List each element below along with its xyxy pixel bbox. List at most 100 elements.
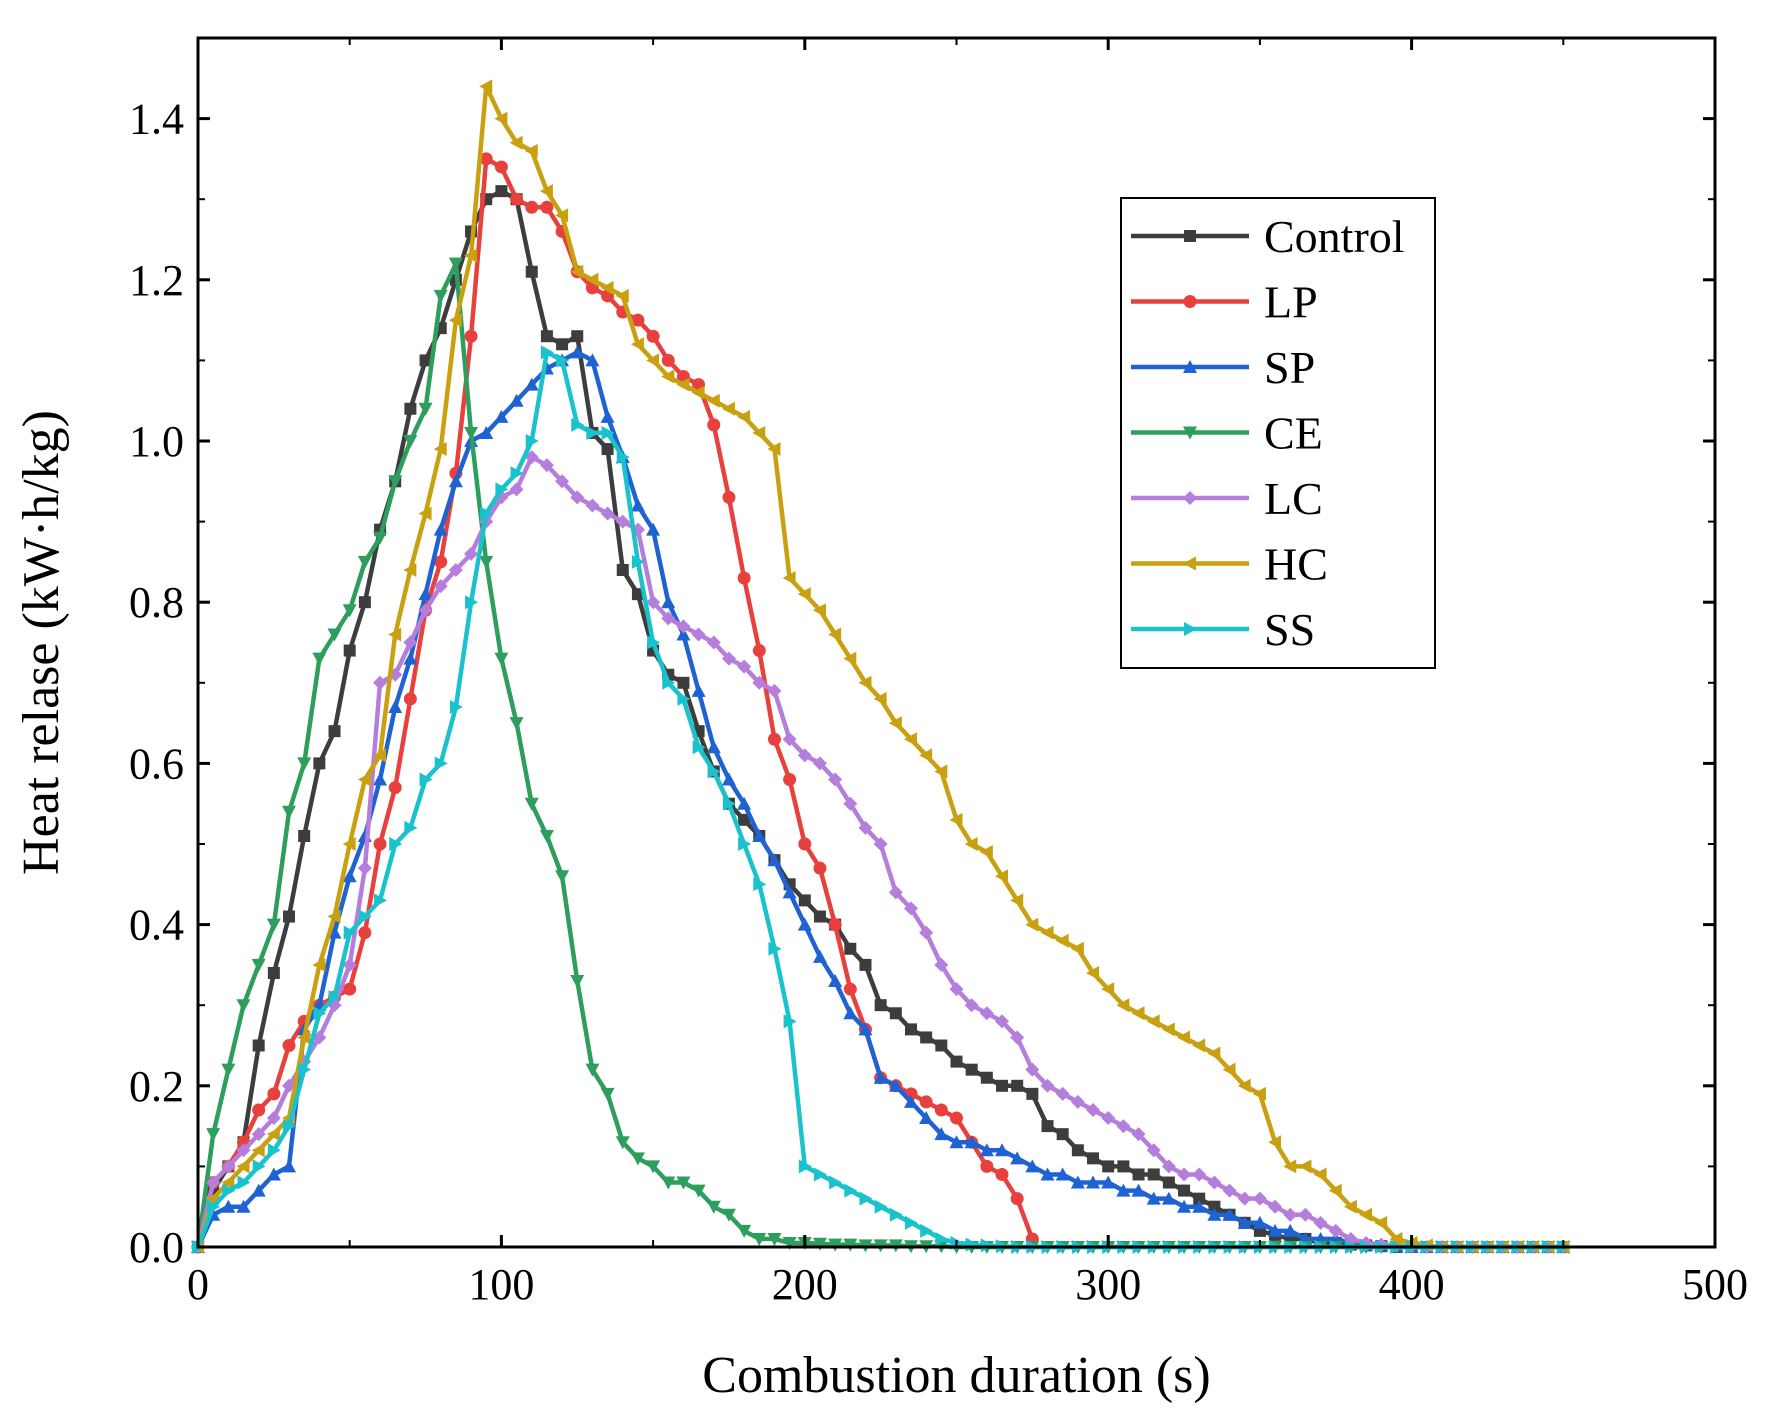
- data-point-ss: [343, 925, 357, 940]
- data-point-lp: [494, 160, 508, 174]
- data-point-sp: [964, 1135, 979, 1149]
- data-point-ss: [313, 1006, 327, 1021]
- data-point-hc: [661, 369, 675, 384]
- data-point-ss: [859, 1191, 873, 1206]
- data-point-hc: [236, 1159, 250, 1174]
- data-point-sp: [782, 885, 797, 899]
- data-point-lp: [631, 313, 645, 327]
- data-point-ss: [874, 1199, 888, 1214]
- data-point-ce: [433, 289, 448, 303]
- data-point-lp: [661, 353, 675, 367]
- data-point-control: [343, 644, 356, 657]
- data-point-hc: [752, 425, 766, 440]
- data-point-sp: [995, 1143, 1010, 1157]
- data-point-sp: [266, 1167, 281, 1181]
- legend-item-lp: LP: [1131, 277, 1318, 328]
- data-point-ce: [570, 975, 585, 989]
- data-point-ss: [480, 506, 494, 521]
- data-point-lp: [1010, 1192, 1024, 1206]
- data-point-sp: [494, 409, 509, 423]
- data-point-hc: [418, 506, 432, 521]
- data-point-lc: [1146, 1143, 1161, 1158]
- data-point-ss: [389, 837, 403, 851]
- data-point-hc: [797, 587, 811, 602]
- data-point-sp: [843, 1006, 858, 1020]
- data-point-lc: [1222, 1183, 1237, 1198]
- data-point-control: [358, 596, 371, 609]
- data-point-control: [525, 265, 538, 278]
- data-point-ce: [752, 1232, 767, 1246]
- data-point-sp: [1070, 1175, 1085, 1189]
- data-point-control: [859, 958, 872, 971]
- data-point-sp: [509, 393, 524, 407]
- data-point-sp: [706, 740, 721, 754]
- data-point-ce: [509, 717, 524, 731]
- data-point-control: [313, 757, 326, 770]
- data-point-lc: [843, 796, 858, 811]
- data-point-lc: [206, 1175, 221, 1190]
- data-point-lc: [236, 1143, 251, 1158]
- data-point-ss: [889, 1207, 903, 1222]
- data-point-hc: [1343, 1199, 1357, 1214]
- data-point-lc: [661, 611, 676, 626]
- data-point-hc: [403, 562, 417, 577]
- data-point-hc: [1086, 965, 1100, 980]
- data-point-lc: [1070, 1094, 1085, 1109]
- data-point-control: [556, 338, 569, 351]
- data-point-hc: [221, 1175, 235, 1190]
- data-point-ce: [236, 999, 251, 1013]
- data-point-lp: [934, 1103, 948, 1117]
- legend-marker-lc: [1183, 491, 1197, 505]
- data-point-hc: [1146, 1014, 1160, 1029]
- data-point-lc: [903, 901, 918, 916]
- legend-label-hc: HC: [1264, 539, 1328, 590]
- data-point-control: [1132, 1168, 1145, 1181]
- data-point-lc: [342, 957, 357, 972]
- data-point-hc: [464, 248, 478, 263]
- data-point-sp: [767, 853, 782, 867]
- data-point-lc: [357, 861, 372, 876]
- data-point-hc: [1298, 1159, 1312, 1174]
- y-axis-title: Heat relase (kW·h/kg): [13, 410, 70, 875]
- data-point-hc: [1161, 1022, 1175, 1037]
- data-point-control: [738, 813, 751, 826]
- data-point-lc: [979, 1006, 994, 1021]
- data-point-lc: [1010, 1030, 1025, 1045]
- legend-item-lc: LC: [1131, 473, 1323, 524]
- data-point-hc: [1010, 893, 1024, 908]
- legend-label-ss: SS: [1264, 604, 1315, 655]
- data-point-lc: [752, 675, 767, 690]
- data-point-lp: [813, 861, 827, 875]
- data-point-ss: [556, 353, 570, 368]
- data-point-hc: [1040, 925, 1054, 940]
- data-point-ss: [222, 1183, 236, 1198]
- data-point-ce: [706, 1200, 721, 1214]
- data-point-hc: [312, 957, 326, 972]
- legend-marker-ss: [1184, 622, 1197, 636]
- data-point-lc: [828, 772, 843, 787]
- data-point-lc: [266, 1111, 281, 1126]
- data-point-ce: [585, 1063, 600, 1077]
- data-point-sp: [676, 627, 691, 641]
- data-point-ss: [722, 796, 736, 811]
- data-point-ce: [403, 435, 418, 448]
- data-point-lc: [433, 579, 448, 594]
- data-point-hc: [1283, 1159, 1297, 1174]
- data-point-sp: [1010, 1151, 1025, 1165]
- data-point-lp: [282, 1039, 296, 1052]
- data-point-lp: [798, 837, 812, 851]
- data-point-ce: [282, 805, 297, 819]
- data-point-sp: [433, 522, 448, 536]
- data-point-sp: [1101, 1175, 1116, 1189]
- data-point-sp: [888, 1078, 903, 1092]
- x-tick-label: 500: [1682, 1260, 1748, 1309]
- data-point-hc: [266, 1127, 280, 1142]
- data-point-hc: [1328, 1183, 1342, 1198]
- data-point-control: [616, 563, 629, 576]
- data-point-control: [935, 1039, 948, 1052]
- data-point-hc: [297, 1030, 311, 1045]
- data-point-ss: [252, 1159, 266, 1174]
- data-point-lp: [434, 555, 448, 569]
- data-point-hc: [357, 772, 371, 787]
- data-point-sp: [1252, 1215, 1267, 1229]
